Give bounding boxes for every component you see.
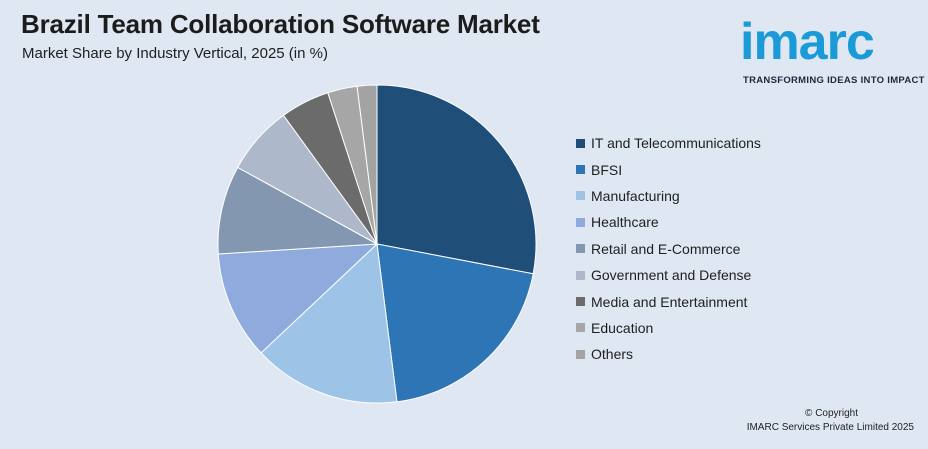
legend-item-it-and-telecommunications: IT and Telecommunications [576,130,761,156]
legend-swatch [576,270,585,280]
legend-swatch [576,138,585,148]
legend-item-others: Others [576,341,761,367]
legend-label: Healthcare [591,214,659,231]
company-text: IMARC Services Private Limited 2025 [746,422,914,433]
legend-item-manufacturing: Manufacturing [576,183,761,209]
legend-label: Manufacturing [591,187,680,204]
chart-title: Brazil Team Collaboration Software Marke… [21,9,540,39]
imarc-logo: imarc TRANSFORMING IDEAS INTO IMPACT [740,8,924,88]
legend-label: Education [591,319,654,336]
legend-swatch [576,349,585,359]
legend-label: Others [591,346,634,363]
pie-slice-it-and-telecommunications [376,84,537,275]
pie-slice-others [356,84,378,245]
legend-swatch [576,165,585,175]
legend-item-government-and-defense: Government and Defense [576,262,761,288]
legend-label: BFSI [591,161,623,178]
copyright-text: © Copyright [805,408,858,419]
legend-item-healthcare: Healthcare [576,209,761,235]
legend-swatch [576,191,585,201]
pie-slice-healthcare [217,243,379,354]
legend-item-retail-and-e-commerce: Retail and E-Commerce [576,236,761,262]
legend-swatch [576,217,585,227]
chart-legend: IT and Telecommunications BFSI Manufacturi… [576,130,761,368]
logo-wordmark: imarc [740,13,875,71]
logo-tagline: TRANSFORMING IDEAS INTO IMPACT [743,75,925,86]
legend-item-education: Education [576,315,761,341]
chart-subtitle: Market Share by Industry Vertical, 2025 … [22,45,328,62]
pie-slice-bfsi [376,243,534,403]
pie-slice-manufacturing [260,242,398,404]
legend-label: Government and Defense [591,267,752,284]
legend-swatch [576,323,585,333]
legend-item-media-and-entertainment: Media and Entertainment [576,288,761,314]
legend-swatch [576,244,585,254]
legend-label: Media and Entertainment [591,293,748,310]
pie-slice-retail-and-e-commerce [217,166,379,255]
legend-swatch [576,297,585,307]
legend-item-bfsi: BFSI [576,156,761,182]
legend-label: IT and Telecommunications [591,135,761,152]
legend-label: Retail and E-Commerce [591,240,741,257]
